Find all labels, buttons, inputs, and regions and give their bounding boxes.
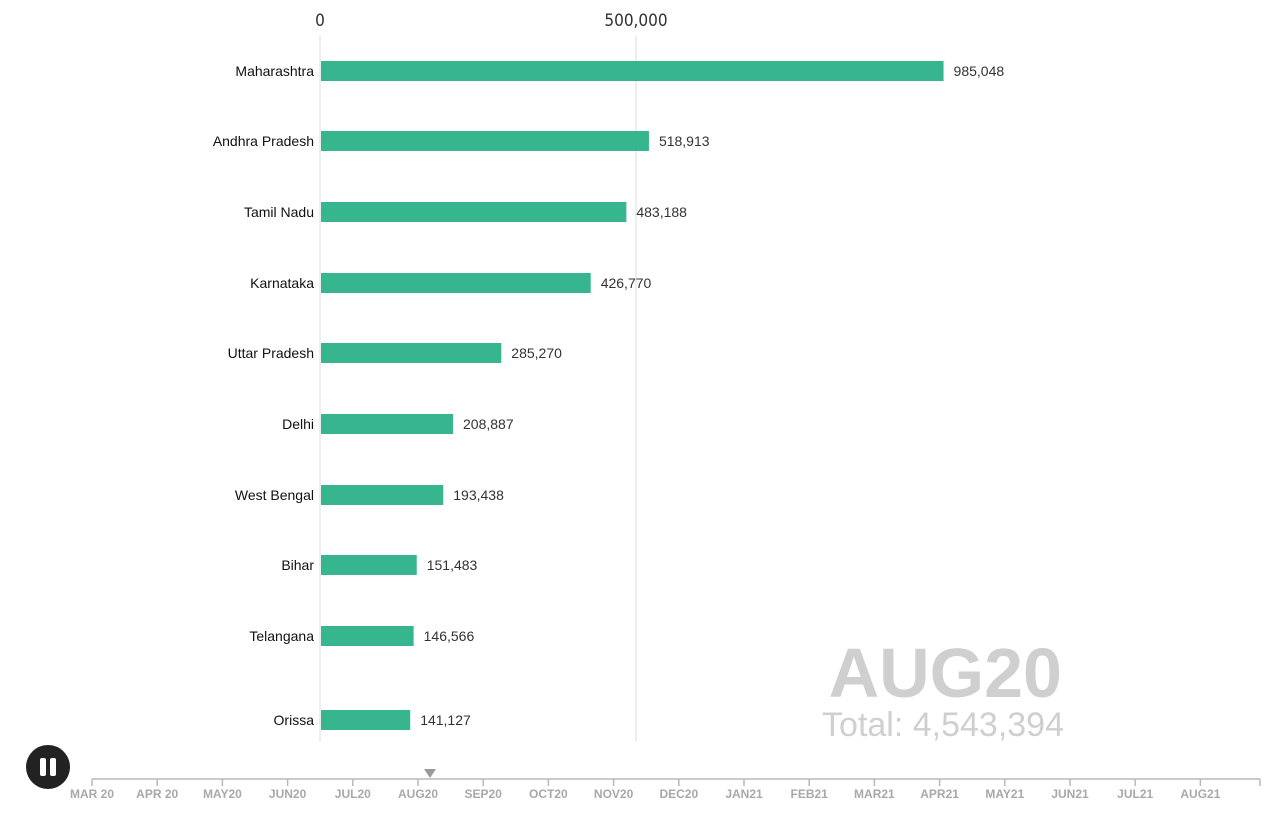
bar <box>321 273 591 293</box>
bar <box>321 710 411 730</box>
timeline-label[interactable]: JUL21 <box>1117 787 1153 801</box>
value-label: 483,188 <box>636 204 687 220</box>
bars-layer: Maharashtra 985,048 Andhra Pradesh 518,913 T… <box>213 61 1005 730</box>
period-display: AUG20 Total: 4,543,394 <box>822 634 1064 744</box>
category-label: Bihar <box>281 557 314 573</box>
timeline-label[interactable]: JUL20 <box>335 787 371 801</box>
x-tick-label: 500,000 <box>604 11 667 31</box>
timeline-label[interactable]: OCT20 <box>529 787 568 801</box>
timeline-label[interactable]: JUN21 <box>1051 787 1089 801</box>
category-label: Karnataka <box>250 275 314 291</box>
timeline-label[interactable]: FEB21 <box>791 787 829 801</box>
bar <box>321 414 454 434</box>
bar <box>321 131 649 151</box>
timeline-label[interactable]: APR 20 <box>136 787 178 801</box>
timeline-label[interactable]: MAY20 <box>203 787 242 801</box>
grid-layer <box>319 36 637 742</box>
timeline-label[interactable]: AUG20 <box>398 787 438 801</box>
value-label: 193,438 <box>453 487 504 503</box>
triangle-down-icon[interactable] <box>424 769 436 778</box>
x-tick-label: 0 <box>315 11 325 31</box>
category-label: Uttar Pradesh <box>228 345 314 361</box>
value-label: 141,127 <box>420 712 471 728</box>
value-label: 208,887 <box>463 416 514 432</box>
x-axis-ticks: 0 500,000 <box>315 11 667 31</box>
timeline-label[interactable]: DEC20 <box>659 787 698 801</box>
period-total: Total: 4,543,394 <box>822 706 1064 744</box>
category-label: Delhi <box>282 416 314 432</box>
timeline-label[interactable]: AUG21 <box>1180 787 1220 801</box>
bar <box>321 626 414 646</box>
value-label: 518,913 <box>659 133 710 149</box>
value-label: 426,770 <box>601 275 652 291</box>
timeline-label[interactable]: MAR21 <box>854 787 895 801</box>
category-label: Orissa <box>274 712 315 728</box>
pause-icon-bar <box>50 758 56 776</box>
timeline[interactable]: MAR 20 APR 20 MAY20 JUN20 JUL20 AUG20 SEP20 OCT… <box>70 769 1261 801</box>
value-label: 985,048 <box>954 63 1005 79</box>
value-label: 285,270 <box>511 345 562 361</box>
value-label: 146,566 <box>424 628 475 644</box>
bar <box>321 343 502 363</box>
bar <box>321 202 627 222</box>
timeline-label[interactable]: SEP20 <box>465 787 503 801</box>
timeline-label[interactable]: APR21 <box>920 787 959 801</box>
value-label: 151,483 <box>427 557 478 573</box>
pause-button[interactable] <box>26 745 70 789</box>
category-label: West Bengal <box>235 487 314 503</box>
bar <box>321 485 444 505</box>
category-label: Maharashtra <box>235 63 314 79</box>
category-label: Telangana <box>249 628 314 644</box>
pause-icon <box>40 758 46 776</box>
timeline-label[interactable]: JAN21 <box>725 787 763 801</box>
category-label: Andhra Pradesh <box>213 133 314 149</box>
bar <box>321 61 944 81</box>
timeline-label[interactable]: MAR 20 <box>70 787 114 801</box>
timeline-label[interactable]: JUN20 <box>269 787 307 801</box>
timeline-label[interactable]: MAY21 <box>985 787 1024 801</box>
period-label: AUG20 <box>829 634 1062 712</box>
bar <box>321 555 417 575</box>
category-label: Tamil Nadu <box>244 204 314 220</box>
timeline-label[interactable]: NOV20 <box>594 787 634 801</box>
